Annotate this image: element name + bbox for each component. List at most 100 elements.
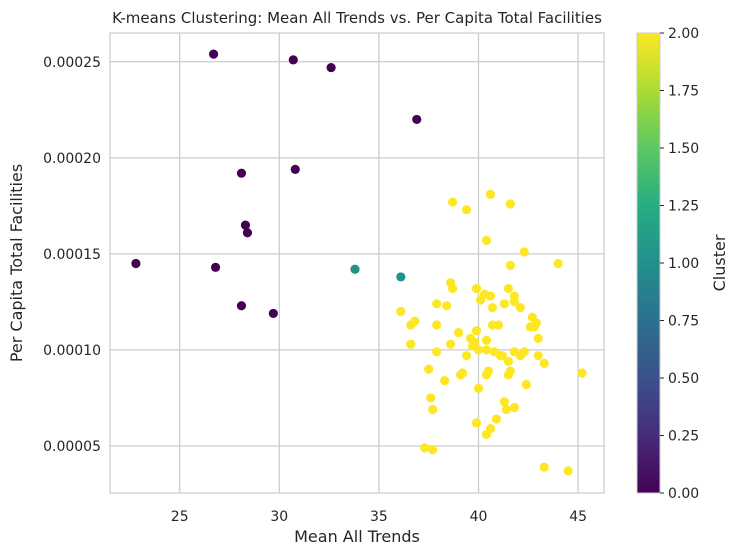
cluster-2-point — [509, 402, 519, 413]
cluster-2-point — [487, 303, 498, 313]
x-tick-label: 25 — [171, 509, 189, 525]
cluster-2-point — [497, 351, 508, 361]
cluster-2-point — [428, 404, 438, 415]
cluster-2-point — [453, 328, 464, 338]
y-tick-labels: 0.00005 0.00010 0.00015 0.00020 0.00025 — [43, 55, 101, 455]
y-tick-label: 0.00010 — [43, 343, 101, 359]
colorbar-tick-label: 1.50 — [668, 141, 699, 157]
cluster-2-point — [446, 339, 456, 349]
cluster-2-point — [457, 368, 468, 378]
y-tick-label: 0.00005 — [43, 439, 101, 455]
cluster-0-point — [131, 258, 141, 269]
colorbar-tick-label: 2.00 — [668, 26, 699, 42]
colorbar-tick-label: 0.25 — [668, 429, 699, 445]
cluster-2-point — [539, 462, 549, 472]
cluster-2-point — [481, 345, 492, 355]
colorbar-tick-label: 1.25 — [668, 199, 699, 215]
colorbar-tick-label: 1.00 — [668, 256, 699, 272]
cluster-2-point — [509, 297, 519, 307]
cluster-2-point — [505, 260, 515, 271]
colorbar-tick-labels: 0.00 0.25 0.50 0.75 1.00 1.25 1.50 1.75 2.00 — [660, 26, 699, 502]
cluster-2-point — [396, 306, 406, 317]
cluster-2-point — [529, 322, 539, 332]
cluster-2-point — [461, 351, 472, 361]
cluster-0-point — [242, 228, 253, 238]
cluster-0-point — [236, 168, 247, 178]
colorbar-tick-label: 0.00 — [668, 486, 699, 502]
chart-title: K-means Clustering: Mean All Trends vs. … — [112, 9, 602, 27]
y-tick-label: 0.00025 — [43, 55, 101, 71]
cluster-2-point — [440, 376, 450, 386]
cluster-2-point — [553, 258, 563, 269]
colorbar-label: Cluster — [710, 234, 729, 291]
cluster-0-point — [240, 220, 251, 230]
cluster-2-point — [428, 445, 438, 455]
cluster-2-point — [475, 295, 486, 305]
x-tick-label: 40 — [470, 509, 488, 525]
cluster-0-point — [210, 262, 221, 272]
cluster-0-point — [236, 301, 247, 311]
cluster-0-point — [268, 308, 278, 319]
cluster-2-point — [503, 283, 513, 294]
cluster-2-point — [577, 368, 587, 378]
cluster-2-point — [481, 335, 492, 345]
y-tick-label: 0.00015 — [43, 247, 101, 263]
cluster-0-point — [288, 55, 298, 65]
cluster-2-point — [432, 347, 442, 357]
cluster-2-point — [493, 320, 504, 330]
cluster-2-point — [473, 345, 484, 355]
cluster-2-point — [448, 283, 458, 294]
cluster-2-point — [406, 320, 416, 330]
cluster-2-point — [503, 356, 513, 367]
cluster-2-point — [448, 197, 458, 207]
cluster-2-point — [491, 414, 502, 424]
cluster-2-point — [505, 199, 515, 209]
cluster-2-point — [442, 301, 452, 311]
x-tick-label: 30 — [270, 509, 288, 525]
cluster-2-point — [471, 326, 482, 336]
cluster-2-point — [424, 364, 434, 374]
cluster-2-point — [485, 189, 496, 199]
y-axis-label: Per Capita Total Facilities — [7, 164, 26, 362]
x-tick-label: 35 — [370, 509, 388, 525]
cluster-2-point — [539, 358, 549, 368]
cluster-2-point — [426, 393, 436, 403]
cluster-0-point — [326, 62, 336, 73]
cluster-2-point — [432, 299, 442, 309]
cluster-2-point — [533, 351, 543, 361]
scatter-points — [131, 49, 587, 476]
cluster-2-point — [521, 379, 531, 390]
cluster-2-point — [481, 429, 492, 440]
cluster-2-point — [499, 397, 510, 407]
cluster-2-point — [515, 303, 525, 313]
cluster-2-point — [501, 404, 511, 415]
cluster-2-point — [519, 247, 529, 257]
cluster-2-point — [499, 299, 510, 309]
cluster-2-point — [473, 383, 484, 393]
cluster-2-point — [461, 205, 472, 215]
cluster-1-point — [396, 272, 406, 282]
cluster-2-point — [563, 466, 573, 476]
cluster-2-point — [481, 235, 492, 246]
cluster-2-point — [471, 418, 482, 428]
x-axis-label: Mean All Trends — [294, 527, 420, 546]
cluster-2-point — [483, 366, 494, 376]
cluster-2-point — [505, 366, 515, 376]
y-tick-label: 0.00020 — [43, 151, 101, 167]
colorbar-tick-label: 0.75 — [668, 314, 699, 330]
cluster-2-point — [432, 320, 442, 330]
x-tick-label: 45 — [569, 509, 587, 525]
cluster-2-point — [533, 333, 543, 343]
colorbar-tick-label: 0.50 — [668, 371, 699, 387]
cluster-1-point — [350, 264, 360, 274]
x-tick-labels: 25 30 35 40 45 — [171, 509, 587, 525]
cluster-2-point — [406, 339, 416, 349]
colorbar-tick-label: 1.75 — [668, 84, 699, 100]
colorbar — [636, 32, 661, 494]
cluster-0-point — [290, 164, 300, 174]
cluster-2-point — [485, 291, 496, 301]
cluster-0-point — [208, 49, 219, 59]
cluster-2-point — [471, 283, 482, 294]
cluster-0-point — [412, 114, 422, 125]
